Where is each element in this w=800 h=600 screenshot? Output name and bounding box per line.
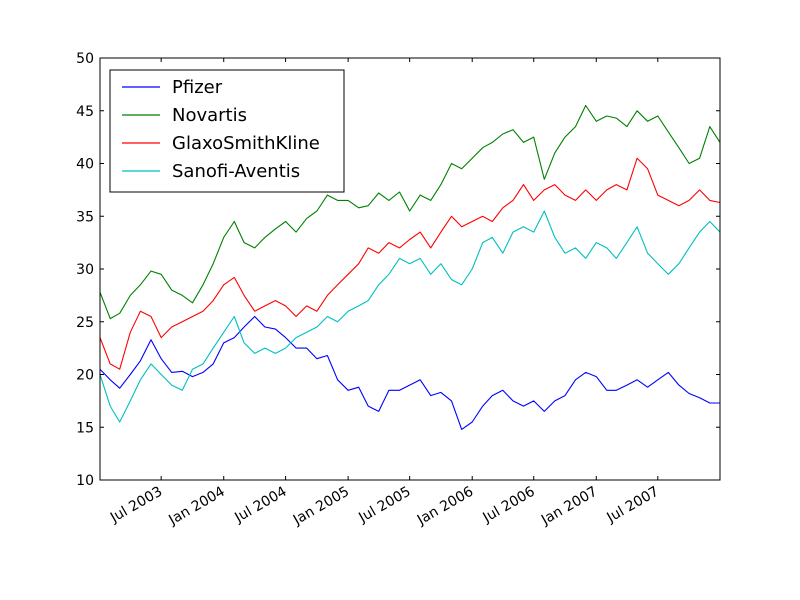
series-line-pfizer: [100, 315, 720, 430]
y-tick-label: 15: [76, 420, 94, 436]
y-tick-label: 50: [76, 51, 94, 67]
y-tick-label: 20: [76, 368, 94, 384]
legend-label: Pfizer: [172, 77, 223, 98]
series-line-novartis: [100, 104, 720, 320]
y-tick-label: 40: [76, 157, 94, 173]
y-tick-label: 25: [76, 315, 94, 331]
y-axis: 10 15 20 25 30 35 40 45 50: [76, 51, 720, 489]
legend: Pfizer Novartis GlaxoSmithKline Sanofi-Aven…: [109, 69, 345, 193]
legend-label: GlaxoSmithKline: [172, 133, 320, 154]
legend-frame: [109, 69, 345, 193]
y-tick-label: 35: [76, 209, 94, 225]
y-tick-label: 30: [76, 262, 94, 278]
legend-label: Novartis: [172, 105, 247, 126]
y-tick-label: 45: [76, 104, 94, 120]
series-line-glaxosmithkline: [100, 157, 720, 370]
series-line-sanofi-aventis: [100, 210, 720, 423]
series-layer: [100, 104, 720, 430]
legend-label: Sanofi-Aventis: [172, 161, 300, 182]
y-tick-label: 10: [76, 473, 94, 489]
